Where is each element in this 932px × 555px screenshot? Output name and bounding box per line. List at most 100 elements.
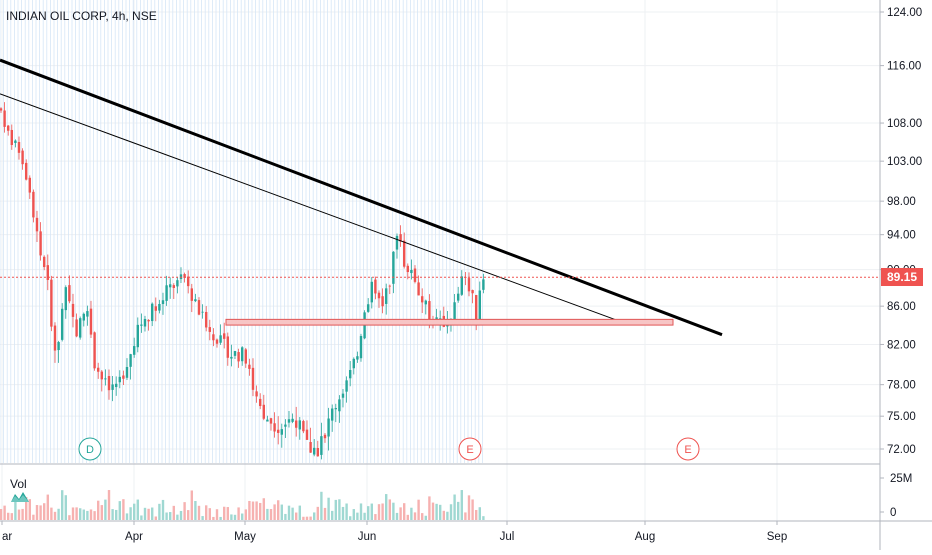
trendline-thick[interactable] [0, 58, 723, 337]
candle-body [3, 110, 6, 127]
volume-bar [53, 511, 57, 520]
candle-body [266, 419, 269, 422]
volume-bar [64, 495, 67, 520]
volume-bar [125, 513, 129, 520]
candle-body [17, 141, 21, 153]
volume-bar [100, 505, 103, 520]
candle-body [143, 318, 147, 327]
candle-body [89, 308, 93, 335]
candle-body [313, 447, 316, 455]
volume-bar [442, 510, 445, 520]
volume-bar [25, 496, 28, 520]
time-axis[interactable]: ar Apr May Jun Jul Aug Sep [1, 521, 787, 543]
volume-bar [57, 508, 60, 520]
candle-body [302, 421, 305, 432]
candle-body [327, 418, 330, 437]
volume-bar [435, 503, 438, 520]
candle-body [122, 375, 125, 379]
price-axis[interactable]: 124.00116.00108.00103.0098.0094.0090.008… [880, 7, 922, 519]
price-tick-label: 86.00 [887, 301, 916, 313]
time-tick-label: Jul [500, 531, 515, 543]
time-tick-label: Aug [635, 531, 655, 543]
candle-body [223, 333, 226, 339]
volume-bar [219, 516, 222, 520]
time-tick-label: Jun [358, 531, 377, 543]
volume-bar [208, 508, 211, 520]
support-zone[interactable] [225, 318, 674, 326]
volume-bar [7, 512, 10, 520]
last-price-badge-bg [881, 268, 923, 286]
candle-body [395, 235, 399, 250]
candle-body [399, 234, 402, 242]
candle-body [428, 301, 431, 321]
candle-body [244, 349, 247, 364]
candle-body [208, 327, 211, 332]
volume-bar [35, 505, 39, 520]
volume-bar [147, 508, 150, 520]
candle-body [406, 265, 409, 273]
candle-body [215, 339, 219, 344]
candle-body [165, 285, 168, 301]
event-marker-letter: E [466, 444, 473, 456]
session-highlight [0, 0, 483, 463]
volume-bar [284, 513, 287, 520]
candle-body [71, 303, 75, 317]
candle-body [111, 384, 114, 390]
volume-bar [392, 502, 395, 520]
candle-body [169, 284, 172, 288]
volume-bar [410, 507, 413, 520]
event-marker-circle[interactable] [78, 437, 102, 461]
event-marker-earnings[interactable]: E [676, 437, 700, 461]
volume-bar [302, 516, 305, 520]
candle-body [50, 279, 53, 327]
candle-body [269, 418, 273, 424]
time-tick-label: May [234, 531, 256, 543]
volume-bar [154, 516, 157, 520]
symbol-title[interactable]: INDIAN OIL CORP, 4h, NSE [6, 9, 157, 23]
last-price-badge: 89.15 [881, 268, 923, 286]
last-price-value: 89.15 [887, 270, 917, 284]
volume-bar [161, 499, 165, 520]
candle-body [241, 347, 244, 362]
candle-body [280, 429, 283, 435]
volume-bar [457, 501, 460, 520]
candle-body [349, 369, 352, 379]
event-marker-circle[interactable] [676, 437, 700, 461]
price-tick-label: 124.00 [887, 7, 922, 19]
candle-body [410, 269, 413, 274]
event-marker-dividend[interactable]: D [78, 437, 102, 461]
volume-bar [14, 499, 17, 520]
volume-bar [334, 499, 337, 520]
event-marker-circle[interactable] [458, 437, 482, 461]
drawings[interactable] [0, 58, 723, 337]
candle-body [10, 129, 13, 145]
volume-legend-icon[interactable] [11, 492, 29, 502]
volume-bar [172, 505, 175, 520]
candle-body [219, 335, 222, 343]
event-marker-earnings[interactable]: E [458, 437, 482, 461]
volume-bar [309, 516, 312, 520]
candle-body [478, 290, 481, 322]
volume-bar [413, 512, 417, 520]
candle-body [151, 303, 154, 322]
volume-bar [439, 504, 442, 520]
candle-body [367, 304, 370, 312]
volume-label[interactable]: Vol [10, 477, 27, 491]
volume-bar [460, 490, 463, 520]
volume-bar [183, 502, 186, 520]
candle-body [97, 367, 100, 372]
trendline-thin[interactable] [0, 93, 626, 324]
candle-body [377, 292, 381, 299]
candle-body [345, 380, 348, 392]
candle-body [424, 300, 427, 305]
candle-body [233, 351, 237, 356]
volume-bar [421, 513, 424, 520]
candle-body [381, 296, 384, 307]
candle-body [205, 311, 208, 328]
volume-bar [86, 510, 89, 520]
candle-body [100, 371, 103, 380]
volume-bar [388, 499, 391, 520]
